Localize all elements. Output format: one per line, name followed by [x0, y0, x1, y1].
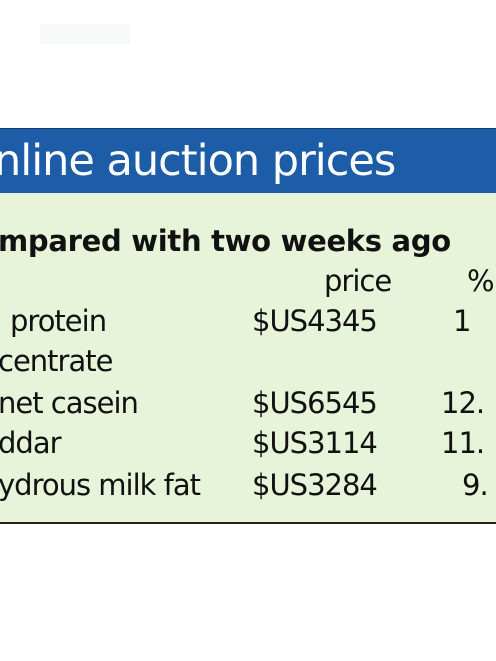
column-header-price: price	[324, 264, 392, 298]
panel-bottom-rule	[0, 522, 496, 524]
row-label: ddar	[0, 426, 62, 460]
top-margin	[0, 0, 496, 118]
row-price: $US4345	[252, 304, 378, 338]
table-panel	[0, 193, 496, 522]
column-header-percent: %	[467, 264, 495, 298]
faded-header-remnant	[40, 24, 130, 44]
row-price: $US3284	[252, 468, 378, 502]
row-label: protein	[10, 304, 107, 338]
row-percent: 9.	[462, 468, 489, 502]
title-banner	[0, 128, 496, 194]
row-price: $US3114	[252, 426, 378, 460]
row-percent: 1	[453, 304, 471, 338]
row-label: ydrous milk fat	[0, 468, 201, 502]
row-percent: 12.	[441, 386, 485, 420]
row-percent: 11.	[441, 426, 485, 460]
row-label-continued: centrate	[0, 344, 113, 378]
page-title: nline auction prices	[0, 136, 396, 186]
table-subtitle: mpared with two weeks ago	[0, 224, 451, 258]
row-price: $US6545	[252, 386, 378, 420]
row-label: net casein	[0, 386, 139, 420]
